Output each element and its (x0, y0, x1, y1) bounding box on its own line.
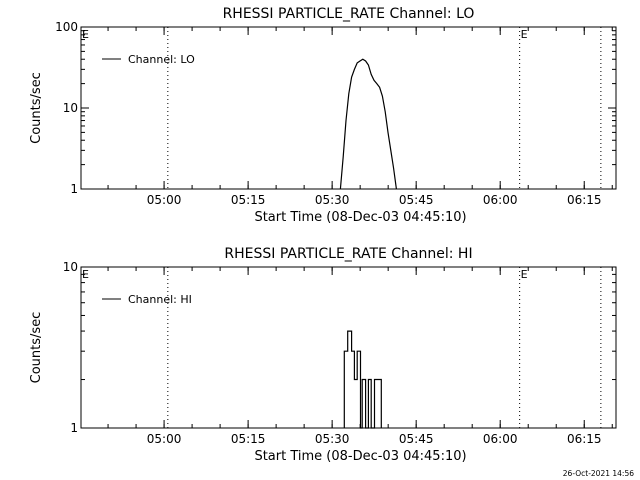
event-marker-label: E (521, 268, 528, 281)
x-tick-label: 06:00 (483, 432, 518, 446)
footer-timestamp: 26-Oct-2021 14:56 (562, 469, 634, 478)
y-tick-label: 1 (70, 421, 78, 435)
x-tick-label: 05:45 (399, 193, 434, 207)
x-tick-label: 05:00 (147, 432, 182, 446)
legend-label: Channel: LO (128, 53, 195, 66)
y-axis-label: Counts/sec (29, 312, 44, 384)
y-tick-label: 10 (63, 101, 78, 115)
x-axis-label: Start Time (08-Dec-03 04:45:10) (254, 449, 466, 464)
chart-panel-0: RHESSI PARTICLE_RATE Channel: LO 1 10 100 05… (29, 6, 617, 225)
x-tick-label: 06:15 (567, 432, 602, 446)
y-axis-label: Counts/sec (29, 72, 44, 144)
x-axis-label: Start Time (08-Dec-03 04:45:10) (254, 210, 466, 225)
x-tick-label: 05:45 (399, 432, 434, 446)
x-tick-label: 06:00 (483, 193, 518, 207)
series-line-channel-lo (339, 58, 397, 190)
chart-panel-1: RHESSI PARTICLE_RATE Channel: HI 1 10 05:00… (29, 246, 617, 464)
plot-frame (80, 26, 617, 190)
chart-title: RHESSI PARTICLE_RATE Channel: LO (223, 6, 475, 22)
x-tick-label: 05:30 (315, 193, 350, 207)
x-tick-label: 06:15 (567, 193, 602, 207)
x-tick-label: 05:00 (147, 193, 182, 207)
series-line-channel-hi (343, 330, 382, 429)
corner-label: E (82, 268, 89, 281)
x-tick-label: 05:30 (315, 432, 350, 446)
legend-label: Channel: HI (128, 293, 192, 306)
plot-frame (80, 266, 617, 429)
event-marker-label: E (521, 28, 528, 41)
chart-title: RHESSI PARTICLE_RATE Channel: HI (224, 246, 472, 262)
corner-label: E (82, 28, 89, 41)
y-tick-label: 10 (63, 260, 78, 274)
y-tick-label: 100 (55, 20, 78, 34)
x-tick-label: 05:15 (231, 432, 266, 446)
x-tick-label: 05:15 (231, 193, 266, 207)
y-tick-label: 1 (70, 182, 78, 196)
